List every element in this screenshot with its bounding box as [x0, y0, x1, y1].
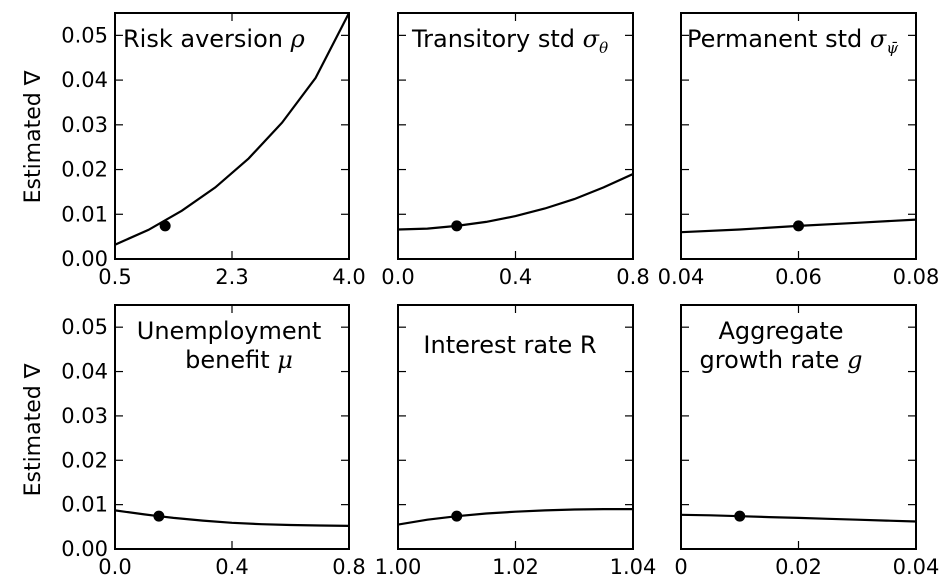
x-tick-label: 0.0 — [98, 555, 131, 579]
panel-title: Permanent std σψ̄ — [687, 25, 898, 57]
x-tick-label: 1.00 — [375, 555, 422, 579]
x-tick-label: 2.3 — [215, 265, 248, 289]
y-axis-label-bottom: Estimated ∇ — [21, 363, 46, 496]
y-tick-label: 0.02 — [61, 448, 108, 472]
baseline-marker — [451, 510, 463, 522]
x-tick-label: 4.0 — [332, 265, 365, 289]
y-tick-label: 0.05 — [61, 23, 108, 47]
y-tick-label: 0.00 — [61, 247, 108, 271]
x-tick-label: 0.06 — [775, 265, 822, 289]
y-axis-label-top: Estimated ∇ — [21, 70, 46, 203]
baseline-marker — [451, 220, 463, 232]
x-tick-label: 0.04 — [893, 555, 940, 579]
series-line — [115, 509, 349, 527]
panel-2: 0.0 0.4 0.8 Transitory std σθ — [381, 12, 650, 289]
panel-3: 0.04 0.06 0.08 Permanent std σψ̄ — [658, 12, 940, 289]
series-line — [115, 13, 349, 246]
x-tick-label: 0.5 — [98, 265, 131, 289]
baseline-marker — [153, 510, 165, 522]
baseline-marker — [734, 510, 746, 522]
panel-title: Unemployment — [137, 317, 321, 345]
panel-title: Risk aversion ρ — [123, 25, 305, 53]
y-tick-label: 0.02 — [61, 158, 108, 182]
x-tick-label: 0.04 — [658, 265, 705, 289]
series-line — [681, 513, 916, 523]
x-tick-label: 0.8 — [332, 555, 365, 579]
y-tick-label: 0.01 — [61, 493, 108, 517]
baseline-marker — [793, 220, 804, 232]
x-tick-label: 1.04 — [610, 555, 657, 579]
y-tick-label: 0.04 — [61, 68, 108, 92]
panel-title-line2: growth rate g — [700, 346, 863, 374]
x-tick-label: 0.0 — [381, 265, 414, 289]
panel-1: 0.00 0.01 0.02 0.03 0.04 0.05 0.5 2.3 4.0 Risk av… — [61, 12, 366, 289]
y-tick-label: 0.03 — [61, 113, 108, 137]
x-tick-label: 1.02 — [492, 555, 539, 579]
x-tick-label: 0.08 — [893, 265, 940, 289]
series-line — [398, 172, 633, 231]
panel-title-line2: benefit μ — [185, 346, 293, 374]
x-tick-label: 0.02 — [775, 555, 822, 579]
x-tick-label: 0.4 — [499, 265, 532, 289]
baseline-marker — [159, 220, 171, 232]
y-tick-label: 0.01 — [61, 202, 108, 226]
panel-title: Aggregate — [718, 317, 843, 345]
y-tick-label: 0.03 — [61, 404, 108, 428]
y-tick-label: 0.04 — [61, 360, 108, 384]
panel-4: 0.00 0.01 0.02 0.03 0.04 0.05 0.0 0.4 0.8 Unemplo… — [61, 304, 366, 579]
x-tick-label: 0.8 — [616, 265, 649, 289]
panel-title: Transitory std σθ — [411, 25, 608, 57]
panel-title: Interest rate R — [423, 331, 596, 359]
x-tick-label: 0 — [674, 555, 687, 579]
x-tick-label: 0.4 — [215, 555, 248, 579]
y-tick-label: 0.00 — [61, 537, 108, 561]
y-tick-label: 0.05 — [61, 315, 108, 339]
panel-5: 1.00 1.02 1.04 Interest rate R — [375, 304, 657, 579]
series-line — [398, 508, 633, 526]
